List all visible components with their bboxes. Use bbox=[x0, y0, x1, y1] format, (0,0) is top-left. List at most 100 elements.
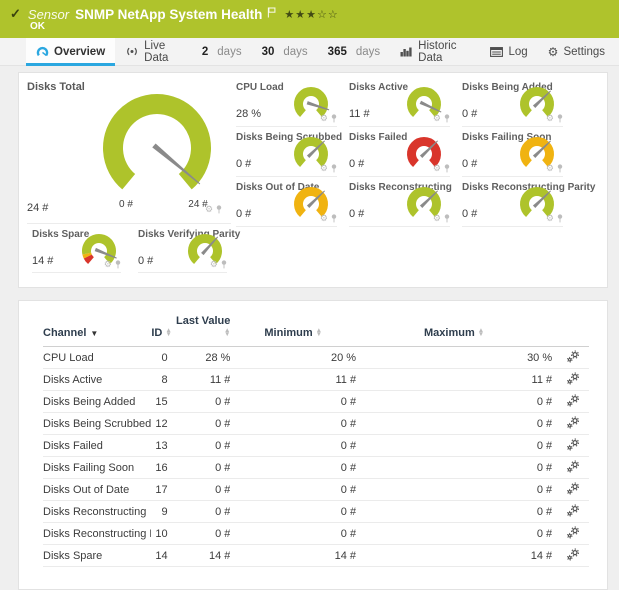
tab-overview[interactable]: Overview bbox=[26, 38, 116, 66]
tab-settings[interactable]: ⚙ Settings bbox=[538, 38, 615, 65]
divider bbox=[138, 272, 227, 273]
cell-channel: Disks Spare bbox=[43, 544, 152, 567]
tab-365-days[interactable]: 365 days bbox=[318, 38, 390, 65]
channel-settings-icon[interactable] bbox=[566, 460, 581, 476]
gauge-cell-disks-reconstructing[interactable]: Disks Reconstructing 0 # ⚙ bbox=[345, 179, 458, 227]
gauge-label: Disks Spare bbox=[32, 229, 90, 240]
pin-icon[interactable] bbox=[444, 164, 450, 173]
gauge-gear-icon[interactable]: ⚙ bbox=[545, 163, 554, 173]
gauge-cell-cpu-load[interactable]: CPU Load 28 % ⚙ bbox=[232, 79, 345, 127]
gauge-gear-icon[interactable]: ⚙ bbox=[205, 204, 214, 214]
col-header-last-value-label: Last Value bbox=[175, 315, 231, 327]
divider bbox=[462, 176, 563, 177]
pin-icon[interactable] bbox=[221, 260, 227, 269]
pin-icon[interactable] bbox=[557, 214, 563, 223]
disks-total-gauge[interactable] bbox=[81, 74, 233, 220]
gauge-label: CPU Load bbox=[236, 82, 284, 93]
channel-settings-icon[interactable] bbox=[566, 548, 581, 564]
gauge-cell-disks-reconstructing-parity[interactable]: Disks Reconstructing Parity 0 # ⚙ bbox=[458, 179, 595, 227]
tab-log[interactable]: Log bbox=[480, 38, 537, 65]
tab-live-data[interactable]: Live Data bbox=[115, 38, 192, 65]
channel-settings-icon[interactable] bbox=[566, 350, 581, 366]
pin-icon[interactable] bbox=[331, 214, 337, 223]
col-header-actions bbox=[552, 313, 589, 347]
gauge-svg bbox=[407, 137, 441, 168]
col-header-maximum[interactable]: Maximum ▲ ▼ bbox=[356, 313, 553, 347]
tab-2-days-unit: days bbox=[217, 45, 242, 58]
gauge-cell-disks-failing-soon[interactable]: Disks Failing Soon 0 # ⚙ bbox=[458, 129, 571, 177]
pin-icon[interactable] bbox=[444, 114, 450, 123]
gauge-gear-icon[interactable]: ⚙ bbox=[319, 213, 328, 223]
gauge-gear-icon[interactable]: ⚙ bbox=[432, 113, 441, 123]
cell-maximum: 0 # bbox=[356, 434, 553, 457]
channel-settings-icon[interactable] bbox=[566, 482, 581, 498]
cell-maximum: 0 # bbox=[356, 412, 553, 435]
pin-icon[interactable] bbox=[444, 214, 450, 223]
gauge-gear-icon[interactable]: ⚙ bbox=[209, 259, 218, 269]
gauge-gear-icon[interactable]: ⚙ bbox=[103, 259, 112, 269]
tab-2-days[interactable]: 2 days bbox=[192, 38, 252, 65]
historic-data-chart-icon bbox=[400, 47, 412, 57]
gauge-value: 0 # bbox=[462, 158, 478, 170]
star-empty-icon[interactable]: ☆ bbox=[317, 8, 328, 21]
channel-settings-icon[interactable] bbox=[566, 416, 581, 432]
gauge-cell-disks-verifying-parity[interactable]: Disks Verifying Parity 0 # ⚙ bbox=[134, 226, 240, 273]
pin-icon[interactable] bbox=[331, 114, 337, 123]
tab-historic-data[interactable]: Historic Data bbox=[390, 38, 480, 65]
gears-icon bbox=[567, 460, 580, 472]
gauge-gear-icon[interactable]: ⚙ bbox=[545, 213, 554, 223]
gauge-svg bbox=[82, 234, 117, 265]
gauge-gear-icon[interactable]: ⚙ bbox=[545, 113, 554, 123]
pin-icon[interactable] bbox=[557, 164, 563, 173]
star-filled-icon[interactable]: ★ bbox=[295, 8, 307, 21]
gauge-gear-icon[interactable]: ⚙ bbox=[319, 113, 328, 123]
cell-last-value: 11 # bbox=[167, 368, 231, 391]
divider bbox=[27, 223, 231, 224]
gauge-gear-icon[interactable]: ⚙ bbox=[432, 213, 441, 223]
gauge-gear-icon[interactable]: ⚙ bbox=[319, 163, 328, 173]
channel-settings-icon[interactable] bbox=[566, 372, 581, 388]
priority-flag-icon[interactable] bbox=[267, 5, 276, 23]
cell-channel: Disks Active bbox=[43, 368, 152, 391]
divider bbox=[236, 126, 337, 127]
star-filled-icon[interactable]: ★ bbox=[284, 8, 296, 21]
col-header-maximum-label: Maximum bbox=[424, 327, 475, 339]
gauge-gear-icon[interactable]: ⚙ bbox=[432, 163, 441, 173]
cell-id: 14 bbox=[151, 544, 168, 567]
cell-id: 16 bbox=[151, 456, 168, 479]
channel-settings-icon[interactable] bbox=[566, 526, 581, 542]
gauge-cell-disks-spare[interactable]: Disks Spare 14 # ⚙ bbox=[28, 226, 129, 273]
gauge-value: 0 # bbox=[462, 208, 478, 220]
cell-maximum: 0 # bbox=[356, 522, 553, 545]
gauge-cell-disks-failed[interactable]: Disks Failed 0 # ⚙ bbox=[345, 129, 458, 177]
gauge-label: Disks Reconstructing Parity bbox=[462, 182, 596, 193]
cell-last-value: 28 % bbox=[167, 346, 231, 369]
cell-last-value: 0 # bbox=[167, 456, 231, 479]
pin-icon[interactable] bbox=[216, 205, 222, 214]
gauge-cell-disks-being-added[interactable]: Disks Being Added 0 # ⚙ bbox=[458, 79, 571, 127]
gears-icon bbox=[567, 394, 580, 406]
pin-icon[interactable] bbox=[115, 260, 121, 269]
pin-icon[interactable] bbox=[331, 164, 337, 173]
gauge-cell-disks-out-of-date[interactable]: Disks Out of Date 0 # ⚙ bbox=[232, 179, 345, 227]
col-header-minimum[interactable]: Minimum ▲ ▼ bbox=[230, 313, 357, 347]
gauge-cell-disks-being-scrubbed[interactable]: Disks Being Scrubbed 0 # ⚙ bbox=[232, 129, 345, 177]
channel-settings-icon[interactable] bbox=[566, 504, 581, 520]
col-header-id[interactable]: ID ▲ ▼ bbox=[151, 313, 172, 347]
cell-id: 9 bbox=[151, 500, 168, 523]
gears-icon bbox=[567, 526, 580, 538]
star-rating[interactable]: ★★★☆☆ bbox=[284, 8, 338, 21]
cell-channel: Disks Being Scrubbed bbox=[43, 412, 152, 435]
sort-desc-icon: ▼ bbox=[90, 328, 99, 338]
channel-settings-icon[interactable] bbox=[566, 394, 581, 410]
tab-30-days[interactable]: 30 days bbox=[252, 38, 318, 65]
gauge-cell-disks-active[interactable]: Disks Active 11 # ⚙ bbox=[345, 79, 458, 127]
col-header-last-value[interactable]: Last Value ▲ ▼ bbox=[167, 313, 231, 347]
channel-settings-icon[interactable] bbox=[566, 438, 581, 454]
star-empty-icon[interactable]: ☆ bbox=[327, 8, 339, 21]
pin-icon[interactable] bbox=[557, 114, 563, 123]
star-filled-icon[interactable]: ★ bbox=[306, 8, 318, 21]
col-header-channel[interactable]: Channel ▼ bbox=[43, 313, 152, 347]
gears-icon bbox=[567, 504, 580, 516]
